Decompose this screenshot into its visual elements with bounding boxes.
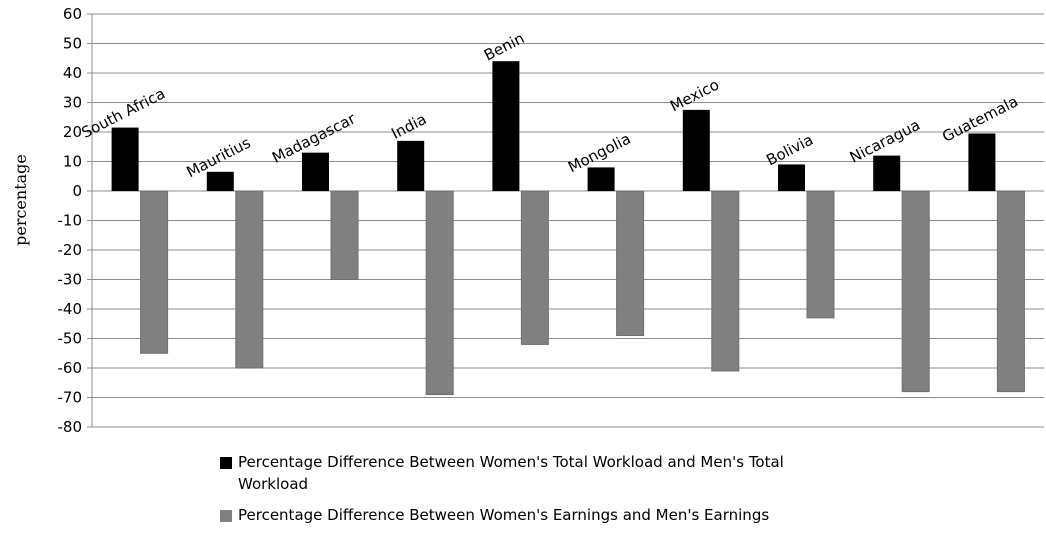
y-tick-label: 0 (72, 182, 82, 200)
legend-swatch (220, 510, 232, 522)
y-tick-label: -30 (58, 271, 83, 289)
category-label: Mexico (667, 76, 722, 116)
category-label: Benin (481, 29, 527, 64)
bar-earnings (330, 190, 359, 280)
y-tick-label: 10 (63, 153, 82, 171)
bar-workload (111, 127, 139, 191)
y-axis-label: percentage (11, 154, 30, 246)
bar-earnings (235, 190, 264, 369)
bar-earnings (425, 190, 454, 396)
y-tick-label: 30 (63, 94, 82, 112)
bar-workload (302, 152, 329, 191)
bar-earnings (901, 190, 930, 393)
bar-workload (587, 167, 615, 191)
legend: Percentage Difference Between Women's To… (220, 453, 784, 524)
y-tick-label: -50 (58, 330, 83, 348)
legend-label: Percentage Difference Between Women's To… (238, 453, 784, 493)
y-tick-label: -10 (58, 212, 83, 230)
category-label: India (388, 110, 429, 143)
y-tick-label: 50 (63, 35, 82, 53)
y-axis: -80 -70 -60 -50 -40 -30 -20 -10 0 10 20 30 40 50 60 (58, 5, 93, 436)
bar-workload (206, 171, 234, 191)
bar-earnings (806, 190, 835, 319)
bar-workload (778, 164, 805, 191)
bar-earnings (996, 190, 1025, 393)
bar-workload (873, 155, 901, 191)
legend-label-line: Workload (238, 475, 308, 493)
bar-earnings (711, 190, 740, 372)
bar-earnings (520, 190, 549, 345)
legend-label-line: Percentage Difference Between Women's To… (238, 453, 784, 471)
category-label: Bolivia (763, 131, 816, 170)
y-tick-label: -20 (58, 241, 83, 259)
gridlines (92, 13, 1044, 428)
bars (111, 61, 1025, 396)
y-tick-label: 20 (63, 123, 82, 141)
bar-workload (397, 140, 425, 191)
bar-workload (968, 133, 996, 191)
y-tick-label: -60 (58, 359, 83, 377)
y-tick-label: -80 (58, 418, 83, 436)
y-tick-label: 40 (63, 64, 82, 82)
y-tick-label: 60 (63, 5, 82, 23)
bar-earnings (616, 190, 645, 337)
legend-swatch (220, 457, 232, 469)
y-tick-label: -40 (58, 300, 83, 318)
y-tick-label: -70 (58, 389, 83, 407)
bar-workload (682, 109, 710, 191)
legend-label: Percentage Difference Between Women's Ea… (238, 506, 769, 524)
bar-workload (492, 61, 520, 192)
bar-earnings (140, 190, 169, 354)
